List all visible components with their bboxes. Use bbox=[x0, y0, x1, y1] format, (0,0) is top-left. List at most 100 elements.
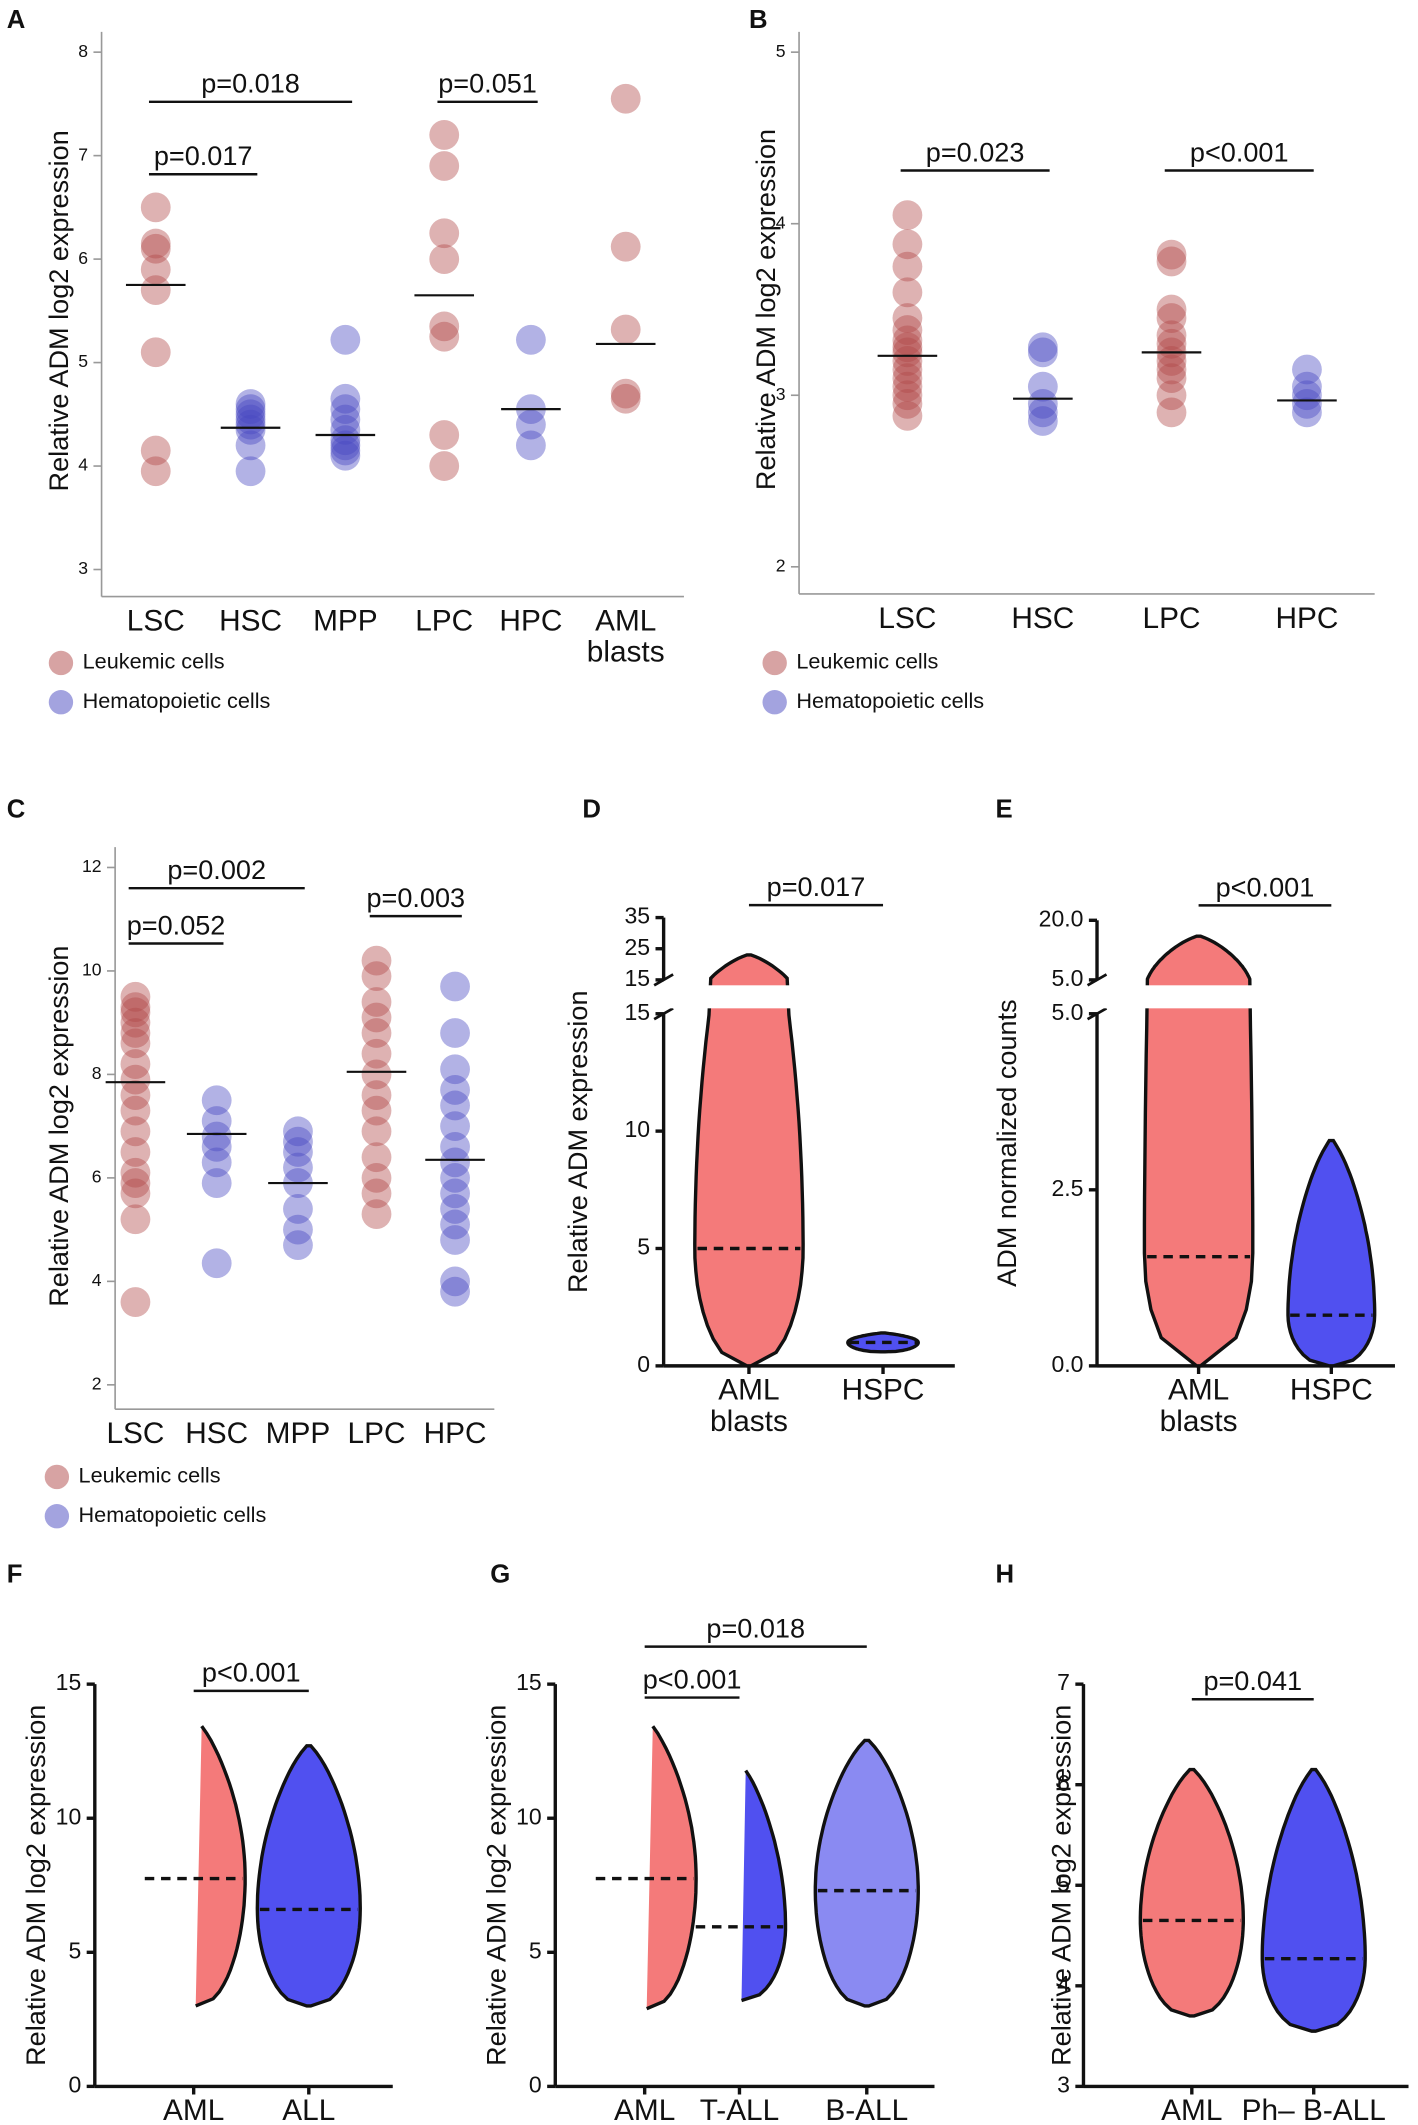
y-axis-label: Relative ADM log2 expression bbox=[1045, 1705, 1076, 2066]
y-tick-label: 5 bbox=[529, 1937, 542, 1963]
data-point bbox=[120, 997, 151, 1028]
x-tick-label: LSC bbox=[106, 1417, 165, 1450]
x-tick-label: LSC bbox=[126, 604, 185, 638]
data-point bbox=[120, 1018, 151, 1048]
x-tick-label-box: LPC bbox=[347, 1417, 406, 1450]
data-point bbox=[1156, 346, 1187, 376]
data-point bbox=[361, 1080, 392, 1111]
data-point bbox=[440, 1018, 470, 1048]
p-value: p=0.018 bbox=[706, 1613, 805, 1644]
data-point bbox=[610, 231, 641, 262]
data-point bbox=[283, 1137, 313, 1167]
legend-swatch bbox=[762, 650, 787, 676]
p-value: p=0.017 bbox=[154, 140, 253, 171]
data-point bbox=[120, 981, 151, 1012]
legend-label: Hematopoietic cells bbox=[796, 688, 984, 713]
data-point bbox=[440, 1054, 470, 1085]
x-tick-label: LPC bbox=[347, 1417, 406, 1450]
data-point bbox=[140, 233, 171, 264]
data-point bbox=[120, 1080, 151, 1111]
data-point bbox=[140, 192, 171, 223]
p-value: p=0.051 bbox=[438, 68, 537, 99]
x-tick-label-box: AML bbox=[1161, 2094, 1223, 2125]
x-tick-label: HSC bbox=[185, 1417, 249, 1450]
x-tick-label: LSC bbox=[878, 602, 937, 635]
x-tick-label: HPC bbox=[499, 604, 563, 638]
x-tick-label: AML bbox=[1161, 2094, 1223, 2125]
y-tick-label: 10 bbox=[82, 960, 102, 980]
y-axis-label: Relative ADM expression bbox=[562, 990, 593, 1293]
x-tick-label: HSC bbox=[219, 604, 283, 638]
data-point bbox=[1156, 397, 1187, 428]
panel-letter: D bbox=[582, 795, 601, 823]
y-tick-label: 12 bbox=[82, 856, 102, 876]
data-point bbox=[440, 1131, 470, 1162]
data-point bbox=[1292, 380, 1322, 411]
y-tick-label: 35 bbox=[624, 903, 650, 929]
data-point bbox=[1156, 294, 1187, 325]
p-value: p=0.003 bbox=[366, 882, 465, 913]
data-point bbox=[361, 1162, 392, 1193]
data-point bbox=[429, 120, 460, 150]
x-tick-label-box: HPC bbox=[1275, 602, 1338, 633]
y-tick-label: 2 bbox=[776, 555, 786, 575]
data-point bbox=[283, 1214, 313, 1245]
data-point bbox=[440, 1194, 470, 1224]
y-tick-label: 15 bbox=[624, 999, 650, 1025]
x-tick-label: LPC bbox=[1142, 602, 1201, 635]
x-tick-label: T-ALL bbox=[699, 2094, 780, 2125]
data-point bbox=[120, 1007, 151, 1038]
y-axis-label: ADM normalized counts bbox=[991, 999, 1022, 1286]
legend-swatch bbox=[48, 690, 74, 715]
y-tick-label: 3 bbox=[78, 558, 88, 578]
data-point bbox=[120, 1168, 151, 1198]
data-point bbox=[1156, 363, 1187, 394]
data-point bbox=[120, 1157, 151, 1188]
data-point bbox=[440, 1075, 470, 1105]
data-point bbox=[235, 394, 266, 425]
data-point bbox=[361, 945, 392, 976]
data-point bbox=[1156, 303, 1187, 333]
x-tick-label: B-ALL bbox=[825, 2094, 909, 2125]
data-point bbox=[120, 1204, 151, 1235]
data-point bbox=[361, 1059, 392, 1090]
data-point bbox=[892, 388, 923, 419]
data-point bbox=[140, 228, 171, 259]
data-point bbox=[440, 1266, 470, 1297]
data-point bbox=[361, 961, 392, 992]
data-point bbox=[140, 275, 171, 306]
data-point bbox=[892, 200, 923, 231]
data-point bbox=[1027, 397, 1058, 428]
data-point bbox=[361, 1178, 392, 1209]
data-point bbox=[892, 363, 923, 394]
data-point bbox=[330, 394, 361, 425]
x-tick-label: ALL bbox=[282, 2094, 336, 2125]
x-tick-label: AML blasts bbox=[1159, 1373, 1238, 1438]
y-tick-label: 0 bbox=[637, 1351, 650, 1377]
data-point bbox=[892, 325, 923, 356]
data-point bbox=[1156, 354, 1187, 385]
y-tick-label: 5 bbox=[78, 351, 88, 371]
data-point bbox=[330, 430, 361, 461]
data-point bbox=[330, 435, 361, 466]
data-point bbox=[330, 425, 361, 456]
data-point bbox=[440, 971, 470, 1002]
x-tick-label-box: MPP bbox=[313, 605, 378, 636]
p-value: p=0.018 bbox=[201, 68, 300, 99]
data-point bbox=[140, 254, 171, 285]
violin bbox=[255, 1744, 362, 2008]
x-tick-label: Ph– B-ALL bbox=[1241, 2094, 1386, 2125]
x-tick-label-box: AML bbox=[614, 2094, 676, 2125]
data-point bbox=[892, 354, 923, 385]
legend-swatch bbox=[44, 1464, 70, 1490]
x-tick-label: AML bbox=[614, 2094, 676, 2125]
data-point bbox=[120, 1049, 151, 1079]
x-tick-label-box: HSC bbox=[185, 1417, 249, 1450]
axis-break-gap bbox=[666, 985, 958, 1009]
p-value: p<0.001 bbox=[202, 1657, 301, 1688]
x-tick-label: HPC bbox=[423, 1417, 487, 1450]
y-tick-label: 6 bbox=[92, 1167, 102, 1187]
x-tick-label-box: HSC bbox=[219, 604, 283, 638]
p-value: p=0.017 bbox=[767, 871, 866, 902]
data-point bbox=[440, 1276, 470, 1307]
